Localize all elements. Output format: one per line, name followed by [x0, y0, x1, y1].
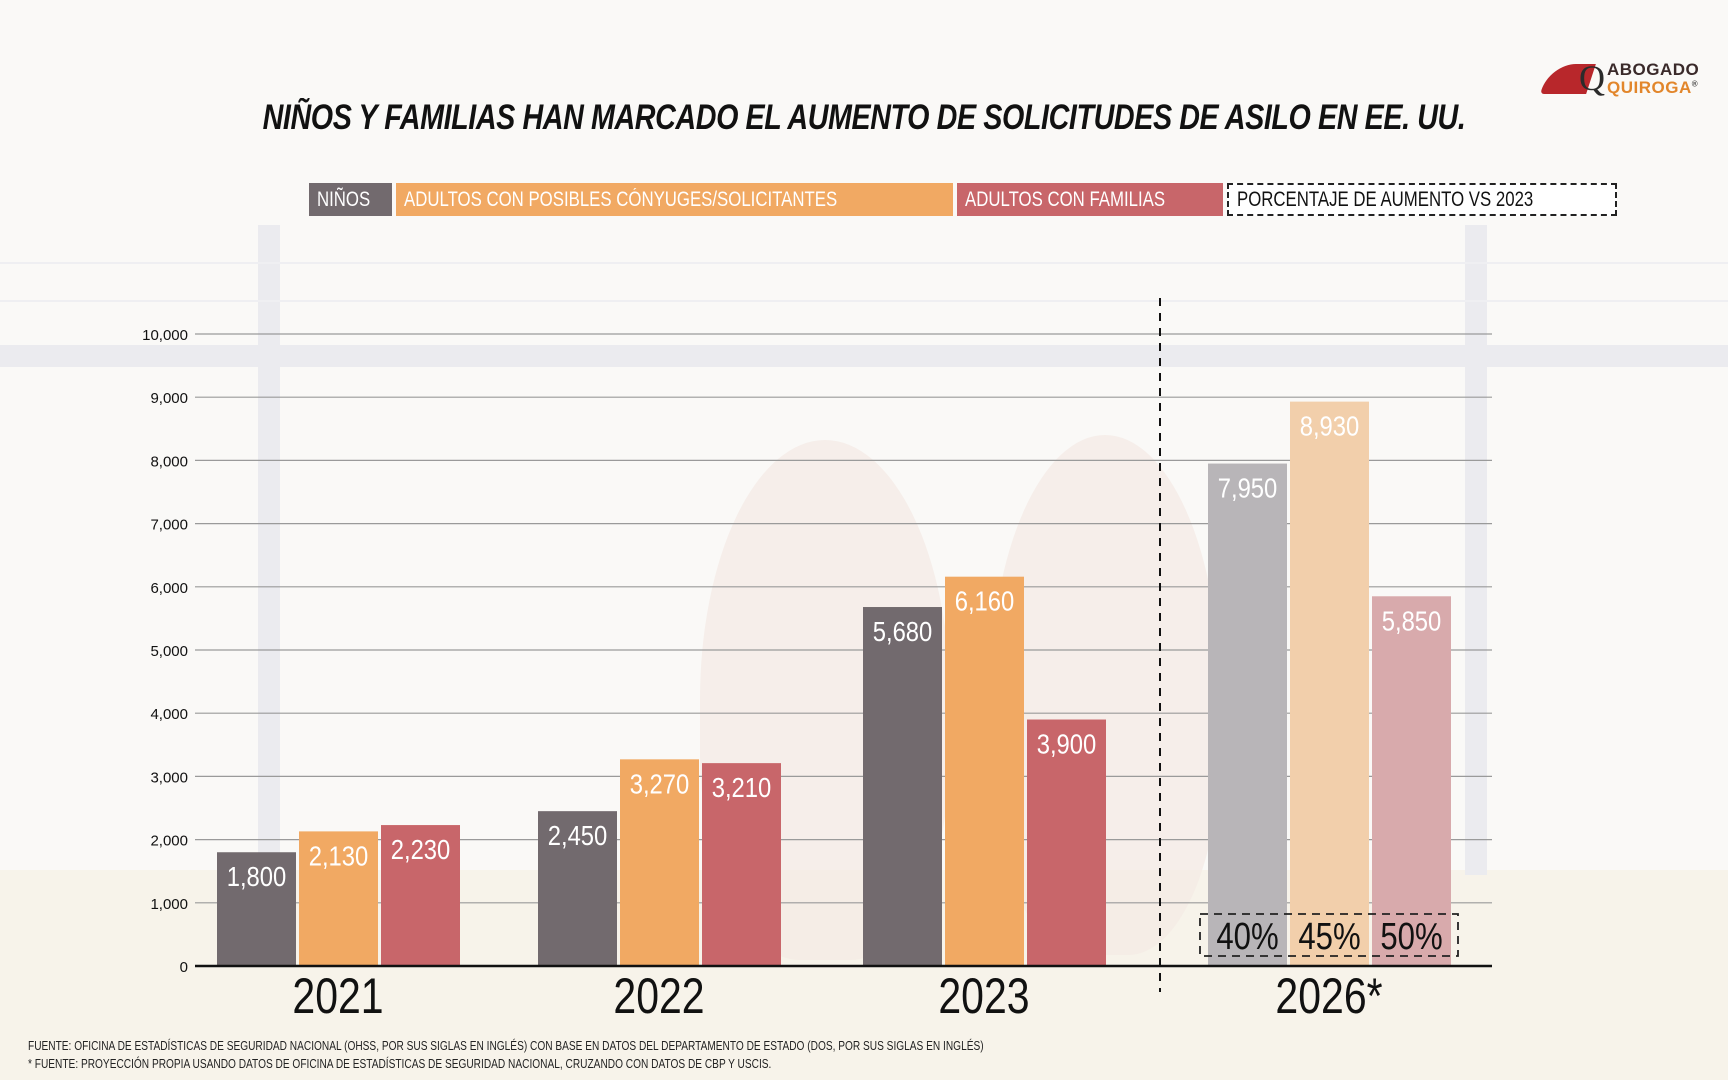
x-category-label: 2021 — [292, 968, 383, 1024]
bar-value-label: 2,130 — [309, 840, 369, 872]
background-fence-rail — [0, 345, 1728, 367]
y-tick-label: 6,000 — [150, 580, 188, 597]
bar-value-label: 2,230 — [391, 833, 451, 865]
bar — [299, 831, 378, 966]
percent-increase-label: 50% — [1380, 916, 1442, 958]
bar-value-label: 5,850 — [1382, 604, 1442, 636]
bar-value-label: 5,680 — [873, 615, 933, 647]
percent-increase-label: 45% — [1298, 916, 1360, 958]
bar-value-label: 8,930 — [1300, 410, 1360, 442]
bar-value-label: 6,160 — [955, 585, 1015, 617]
y-tick-label: 4,000 — [150, 706, 188, 723]
legend-item-ninos: NIÑOS — [309, 183, 392, 216]
bar-value-label: 2,450 — [548, 819, 608, 851]
y-tick-label: 7,000 — [150, 517, 188, 534]
chart-title: NIÑOS Y FAMILIAS HAN MARCADO EL AUMENTO … — [262, 98, 1466, 137]
background-barbed-wire — [0, 300, 1728, 302]
footnote-source: FUENTE: OFICINA DE ESTADÍSTICAS DE SEGUR… — [28, 1038, 984, 1053]
x-category-label: 2023 — [938, 968, 1029, 1024]
logo-line2: QUIROGA® — [1607, 78, 1699, 97]
legend-item-adultos-conyuges: ADULTOS CON POSIBLES CÓNYUGES/SOLICITANT… — [395, 183, 953, 216]
logo-q-glyph: Q — [1579, 58, 1605, 98]
legend-item-adultos-familias: ADULTOS CON FAMILIAS — [956, 183, 1224, 216]
y-tick-label: 9,000 — [150, 390, 188, 407]
bar — [1290, 401, 1369, 966]
bar-value-label: 1,800 — [227, 860, 287, 892]
bar — [217, 852, 296, 966]
y-tick-label: 3,000 — [150, 769, 188, 786]
footnote-projection: * FUENTE: PROYECCIÓN PROPIA USANDO DATOS… — [28, 1056, 772, 1071]
bar — [863, 607, 942, 966]
bar — [538, 811, 617, 966]
legend-item-porcentaje: PORCENTAJE DE AUMENTO VS 2023 — [1227, 183, 1618, 216]
bar-value-label: 7,950 — [1218, 472, 1278, 504]
logo-line1: ABOGADO — [1607, 60, 1700, 79]
brand-logo: Q ABOGADO QUIROGA® — [1540, 46, 1715, 104]
background-fence-post — [258, 225, 280, 875]
bar-value-label: 3,270 — [630, 767, 690, 799]
y-tick-label: 5,000 — [150, 643, 188, 660]
percent-increase-label: 40% — [1216, 916, 1278, 958]
y-tick-label: 2,000 — [150, 833, 188, 850]
x-category-label: 2026* — [1275, 968, 1382, 1024]
bar — [1027, 719, 1106, 966]
y-tick-label: 10,000 — [142, 327, 188, 344]
bar — [1372, 596, 1451, 966]
bar — [620, 759, 699, 966]
background-barbed-wire — [0, 262, 1728, 264]
background-fence-post — [1465, 225, 1487, 875]
bar — [702, 763, 781, 966]
bar — [945, 576, 1024, 966]
bar-value-label: 3,900 — [1037, 728, 1097, 760]
chart-legend: NIÑOS ADULTOS CON POSIBLES CÓNYUGES/SOLI… — [309, 183, 1618, 216]
percent-increase-box — [1199, 913, 1459, 957]
bar — [1208, 463, 1287, 966]
y-tick-label: 8,000 — [150, 453, 188, 470]
x-category-label: 2022 — [613, 968, 704, 1024]
y-tick-label: 1,000 — [150, 896, 188, 913]
bar — [381, 825, 460, 966]
y-tick-label: 0 — [180, 959, 188, 976]
bar-value-label: 3,210 — [712, 771, 772, 803]
